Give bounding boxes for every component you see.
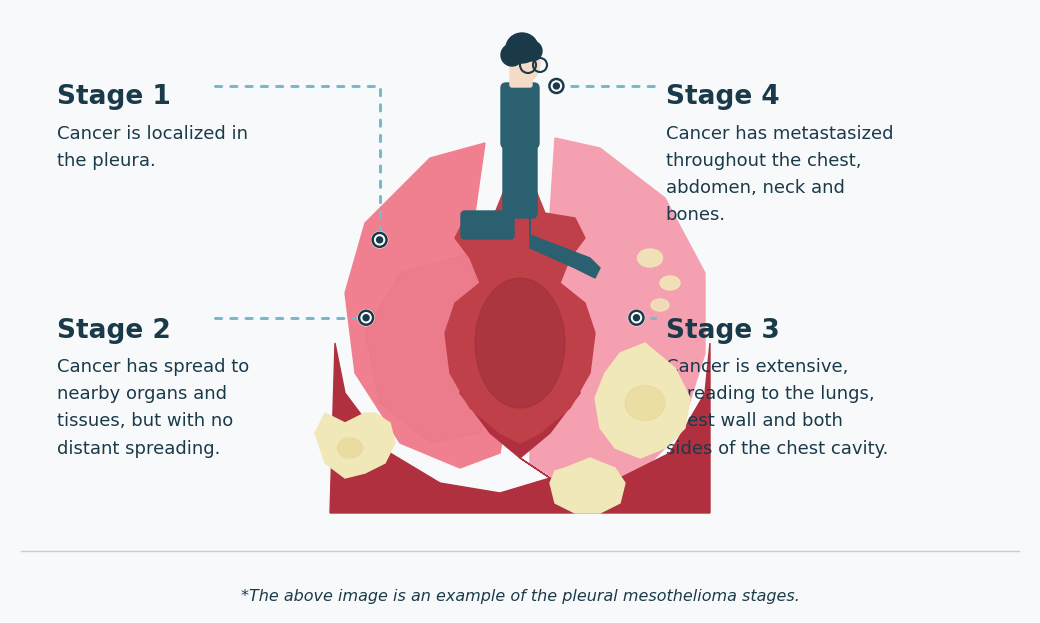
- FancyBboxPatch shape: [503, 128, 537, 218]
- Ellipse shape: [660, 276, 680, 290]
- Circle shape: [628, 310, 645, 326]
- Text: Cancer has metastasized
throughout the chest,
abdomen, neck and
bones.: Cancer has metastasized throughout the c…: [666, 125, 893, 224]
- Polygon shape: [530, 218, 600, 278]
- Ellipse shape: [522, 41, 542, 61]
- Ellipse shape: [506, 33, 538, 63]
- Ellipse shape: [651, 299, 669, 311]
- Polygon shape: [365, 253, 495, 443]
- Ellipse shape: [338, 438, 363, 458]
- FancyBboxPatch shape: [510, 61, 532, 87]
- Text: Cancer has spread to
nearby organs and
tissues, but with no
distant spreading.: Cancer has spread to nearby organs and t…: [57, 358, 250, 457]
- Text: Cancer is localized in
the pleura.: Cancer is localized in the pleura.: [57, 125, 249, 169]
- Polygon shape: [530, 138, 705, 488]
- FancyBboxPatch shape: [461, 211, 514, 239]
- Polygon shape: [550, 458, 625, 513]
- Ellipse shape: [475, 278, 565, 408]
- Circle shape: [363, 315, 369, 321]
- Text: Stage 3: Stage 3: [666, 318, 779, 344]
- Circle shape: [633, 315, 640, 321]
- Circle shape: [553, 83, 560, 89]
- Text: Stage 1: Stage 1: [57, 84, 171, 110]
- Text: Cancer is extensive,
spreading to the lungs,
chest wall and both
sides of the ch: Cancer is extensive, spreading to the lu…: [666, 358, 888, 457]
- Text: Stage 4: Stage 4: [666, 84, 779, 110]
- FancyBboxPatch shape: [501, 83, 539, 148]
- Polygon shape: [315, 413, 395, 478]
- Polygon shape: [595, 343, 690, 458]
- Circle shape: [371, 232, 388, 248]
- Circle shape: [376, 237, 383, 243]
- Ellipse shape: [625, 386, 665, 421]
- Circle shape: [548, 78, 565, 94]
- Text: *The above image is an example of the pleural mesothelioma stages.: *The above image is an example of the pl…: [240, 589, 800, 604]
- Polygon shape: [330, 323, 710, 513]
- Circle shape: [358, 310, 374, 326]
- Ellipse shape: [501, 44, 523, 66]
- Ellipse shape: [638, 249, 662, 267]
- Ellipse shape: [510, 44, 540, 82]
- Text: Stage 2: Stage 2: [57, 318, 171, 344]
- Polygon shape: [345, 143, 510, 468]
- Polygon shape: [445, 173, 595, 443]
